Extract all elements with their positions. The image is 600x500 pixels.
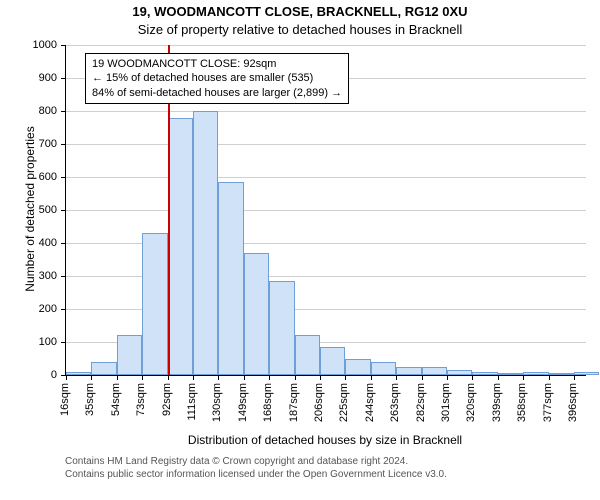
histogram-bar bbox=[218, 182, 243, 375]
x-tick-label: 92sqm bbox=[161, 383, 173, 416]
histogram-bar bbox=[117, 335, 142, 375]
y-tick bbox=[61, 309, 66, 310]
x-tick-label: 73sqm bbox=[135, 383, 147, 416]
y-tick-label: 800 bbox=[25, 105, 57, 117]
info-line-3: 84% of semi-detached houses are larger (… bbox=[92, 86, 342, 100]
x-tick bbox=[295, 375, 296, 380]
histogram-bar bbox=[523, 372, 548, 375]
footer-credits: Contains HM Land Registry data © Crown c… bbox=[65, 455, 447, 481]
x-tick bbox=[498, 375, 499, 380]
histogram-bar bbox=[371, 362, 396, 375]
x-tick-label: 339sqm bbox=[491, 383, 503, 422]
x-tick bbox=[371, 375, 372, 380]
y-tick bbox=[61, 45, 66, 46]
histogram-bar bbox=[345, 359, 370, 376]
y-tick bbox=[61, 342, 66, 343]
histogram-bar bbox=[142, 233, 167, 375]
x-tick-label: 320sqm bbox=[465, 383, 477, 422]
y-tick bbox=[61, 177, 66, 178]
info-box: 19 WOODMANCOTT CLOSE: 92sqm ← 15% of det… bbox=[85, 53, 349, 104]
x-tick-label: 54sqm bbox=[110, 383, 122, 416]
x-tick bbox=[66, 375, 67, 380]
histogram-bar bbox=[66, 372, 91, 375]
footer-line-1: Contains HM Land Registry data © Crown c… bbox=[65, 455, 447, 468]
x-tick-label: 282sqm bbox=[415, 383, 427, 422]
x-tick bbox=[320, 375, 321, 380]
x-tick-label: 377sqm bbox=[542, 383, 554, 422]
y-tick bbox=[61, 210, 66, 211]
page-address: 19, WOODMANCOTT CLOSE, BRACKNELL, RG12 0… bbox=[0, 4, 600, 19]
y-tick-label: 200 bbox=[25, 303, 57, 315]
y-tick-label: 600 bbox=[25, 171, 57, 183]
gridline bbox=[66, 111, 586, 112]
gridline bbox=[66, 177, 586, 178]
x-tick bbox=[523, 375, 524, 380]
y-tick bbox=[61, 111, 66, 112]
x-tick bbox=[549, 375, 550, 380]
y-tick-label: 900 bbox=[25, 72, 57, 84]
x-tick bbox=[472, 375, 473, 380]
gridline bbox=[66, 144, 586, 145]
histogram-bar bbox=[244, 253, 269, 375]
x-tick-label: 16sqm bbox=[59, 383, 71, 416]
x-tick bbox=[447, 375, 448, 380]
histogram-bar bbox=[269, 281, 294, 375]
x-tick-label: 130sqm bbox=[211, 383, 223, 422]
gridline bbox=[66, 45, 586, 46]
y-tick bbox=[61, 144, 66, 145]
x-tick-label: 263sqm bbox=[389, 383, 401, 422]
x-tick-label: 168sqm bbox=[262, 383, 274, 422]
y-tick-label: 500 bbox=[25, 204, 57, 216]
x-tick-label: 35sqm bbox=[84, 383, 96, 416]
x-tick bbox=[396, 375, 397, 380]
info-line-2: ← 15% of detached houses are smaller (53… bbox=[92, 71, 342, 85]
histogram-bar bbox=[422, 367, 447, 375]
histogram-bar bbox=[574, 372, 599, 375]
x-tick-label: 206sqm bbox=[313, 383, 325, 422]
histogram-bar bbox=[447, 370, 472, 375]
y-tick bbox=[61, 243, 66, 244]
x-tick bbox=[269, 375, 270, 380]
x-tick-label: 149sqm bbox=[237, 383, 249, 422]
x-tick bbox=[117, 375, 118, 380]
histogram-bar bbox=[193, 111, 218, 375]
y-tick-label: 400 bbox=[25, 237, 57, 249]
histogram-bar bbox=[295, 335, 320, 375]
y-tick-label: 1000 bbox=[25, 39, 57, 51]
histogram-bar bbox=[498, 373, 523, 375]
x-tick bbox=[574, 375, 575, 380]
x-tick-label: 111sqm bbox=[186, 383, 198, 421]
x-tick-label: 187sqm bbox=[288, 383, 300, 422]
x-tick bbox=[345, 375, 346, 380]
x-tick bbox=[91, 375, 92, 380]
x-tick-label: 396sqm bbox=[567, 383, 579, 422]
y-tick-label: 300 bbox=[25, 270, 57, 282]
x-tick bbox=[193, 375, 194, 380]
x-tick-label: 358sqm bbox=[516, 383, 528, 422]
x-tick bbox=[422, 375, 423, 380]
y-tick-label: 0 bbox=[25, 369, 57, 381]
x-tick-label: 225sqm bbox=[338, 383, 350, 422]
y-tick bbox=[61, 78, 66, 79]
y-tick-label: 100 bbox=[25, 336, 57, 348]
histogram-bar bbox=[91, 362, 116, 375]
histogram-bar bbox=[320, 347, 345, 375]
x-tick bbox=[168, 375, 169, 380]
histogram-bar bbox=[549, 373, 574, 375]
y-tick bbox=[61, 276, 66, 277]
gridline bbox=[66, 210, 586, 211]
x-tick bbox=[244, 375, 245, 380]
y-tick-label: 700 bbox=[25, 138, 57, 150]
x-tick-label: 301sqm bbox=[440, 383, 452, 422]
info-line-1: 19 WOODMANCOTT CLOSE: 92sqm bbox=[92, 57, 342, 71]
x-tick bbox=[218, 375, 219, 380]
x-tick bbox=[142, 375, 143, 380]
x-tick-label: 244sqm bbox=[364, 383, 376, 422]
histogram-bar bbox=[396, 367, 421, 375]
histogram-bar bbox=[472, 372, 497, 375]
histogram-bar bbox=[168, 118, 193, 375]
footer-line-2: Contains public sector information licen… bbox=[65, 468, 447, 481]
x-axis-label: Distribution of detached houses by size … bbox=[65, 433, 585, 447]
page-subtitle: Size of property relative to detached ho… bbox=[0, 22, 600, 37]
